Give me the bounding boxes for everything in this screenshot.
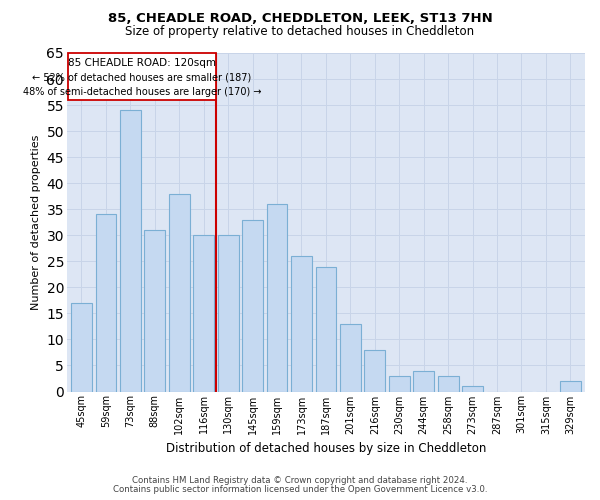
Text: 85, CHEADLE ROAD, CHEDDLETON, LEEK, ST13 7HN: 85, CHEADLE ROAD, CHEDDLETON, LEEK, ST13… <box>107 12 493 26</box>
Bar <box>95 214 116 392</box>
Bar <box>193 236 214 392</box>
Bar <box>389 376 410 392</box>
Bar <box>560 381 581 392</box>
Bar <box>316 266 336 392</box>
Bar <box>413 370 434 392</box>
Text: Size of property relative to detached houses in Cheddleton: Size of property relative to detached ho… <box>125 25 475 38</box>
Bar <box>145 230 165 392</box>
Bar <box>438 376 458 392</box>
Bar <box>266 204 287 392</box>
Text: 48% of semi-detached houses are larger (170) →: 48% of semi-detached houses are larger (… <box>23 86 261 97</box>
Text: ← 52% of detached houses are smaller (187): ← 52% of detached houses are smaller (18… <box>32 73 251 83</box>
Bar <box>340 324 361 392</box>
Bar <box>218 236 239 392</box>
Bar <box>71 303 92 392</box>
Text: 85 CHEADLE ROAD: 120sqm: 85 CHEADLE ROAD: 120sqm <box>68 58 216 68</box>
FancyBboxPatch shape <box>68 53 216 100</box>
Bar <box>462 386 483 392</box>
Bar <box>120 110 141 392</box>
Bar <box>242 220 263 392</box>
Text: Contains public sector information licensed under the Open Government Licence v3: Contains public sector information licen… <box>113 485 487 494</box>
Bar <box>169 194 190 392</box>
Bar <box>291 256 312 392</box>
Text: Contains HM Land Registry data © Crown copyright and database right 2024.: Contains HM Land Registry data © Crown c… <box>132 476 468 485</box>
X-axis label: Distribution of detached houses by size in Cheddleton: Distribution of detached houses by size … <box>166 442 486 455</box>
Bar <box>364 350 385 392</box>
Y-axis label: Number of detached properties: Number of detached properties <box>31 134 41 310</box>
